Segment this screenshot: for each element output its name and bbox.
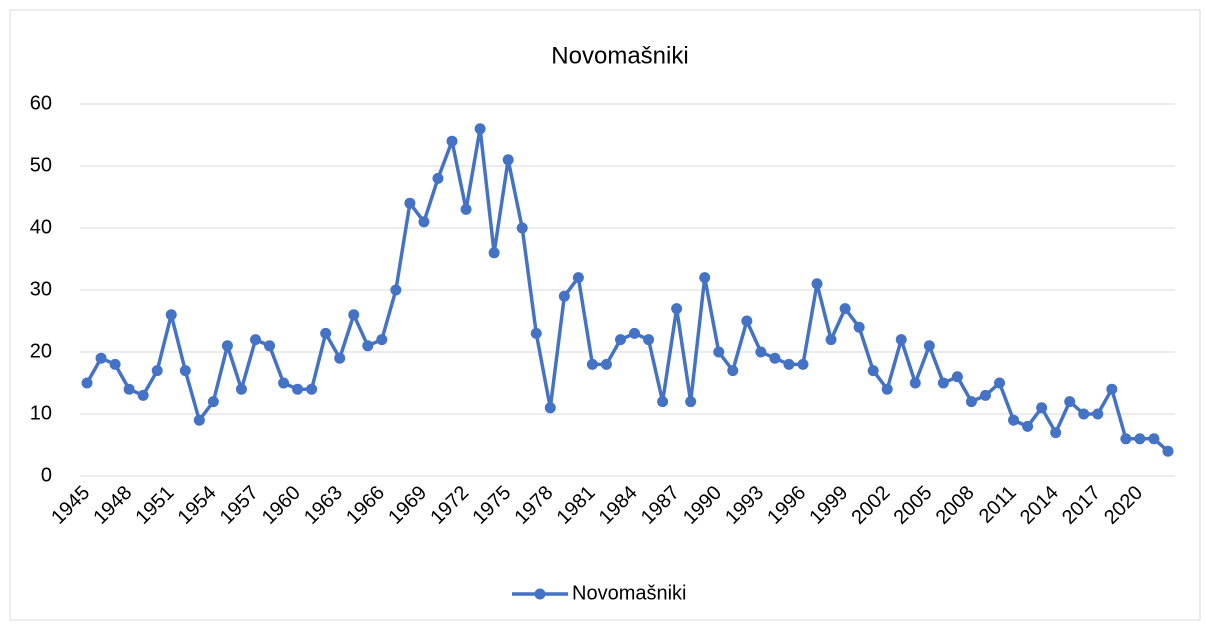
data-point xyxy=(713,346,725,358)
data-point xyxy=(909,377,921,389)
legend-label: Novomašniki xyxy=(572,582,686,604)
data-point xyxy=(572,272,584,284)
data-point xyxy=(95,352,107,364)
data-point xyxy=(699,272,711,284)
data-point xyxy=(1008,414,1020,426)
data-point xyxy=(755,346,767,358)
data-point xyxy=(207,396,219,408)
chart-border xyxy=(9,9,1201,621)
data-point xyxy=(1148,433,1160,445)
data-point xyxy=(418,216,430,228)
data-point xyxy=(600,358,612,370)
data-point xyxy=(404,197,416,209)
data-point xyxy=(1162,445,1174,457)
data-point xyxy=(1064,396,1076,408)
data-point xyxy=(1092,408,1104,420)
data-point xyxy=(123,383,135,395)
data-point xyxy=(446,135,458,147)
data-point xyxy=(1134,433,1146,445)
data-point xyxy=(249,334,261,346)
y-tick-label: 10 xyxy=(30,402,52,424)
data-point xyxy=(306,383,318,395)
data-point xyxy=(994,377,1006,389)
data-point xyxy=(362,340,374,352)
data-point xyxy=(320,327,332,339)
data-point xyxy=(586,358,598,370)
data-point xyxy=(643,334,655,346)
data-point xyxy=(1050,427,1062,439)
data-point xyxy=(502,154,514,166)
data-point xyxy=(221,340,233,352)
data-point xyxy=(671,303,683,315)
data-point xyxy=(937,377,949,389)
data-point xyxy=(516,222,528,234)
data-point xyxy=(558,290,570,302)
data-point xyxy=(292,383,304,395)
y-tick-label: 0 xyxy=(41,464,52,486)
data-point xyxy=(979,389,991,401)
data-point xyxy=(629,327,641,339)
data-point xyxy=(264,340,276,352)
data-point xyxy=(769,352,781,364)
data-point xyxy=(881,383,893,395)
data-point xyxy=(193,414,205,426)
data-point xyxy=(334,352,346,364)
data-point xyxy=(614,334,626,346)
y-tick-label: 60 xyxy=(30,92,52,114)
data-point xyxy=(657,396,669,408)
data-point xyxy=(348,309,360,321)
data-point xyxy=(811,278,823,290)
data-point xyxy=(278,377,290,389)
data-point xyxy=(1106,383,1118,395)
data-point xyxy=(825,334,837,346)
data-point xyxy=(81,377,93,389)
data-point xyxy=(741,315,753,327)
data-point xyxy=(685,396,697,408)
data-point xyxy=(923,340,935,352)
y-tick-label: 40 xyxy=(30,216,52,238)
data-point xyxy=(460,203,472,215)
data-point xyxy=(853,321,865,333)
data-point xyxy=(1036,402,1048,414)
data-point xyxy=(867,365,879,377)
data-point xyxy=(839,303,851,315)
data-point xyxy=(951,371,963,383)
data-point xyxy=(165,309,177,321)
data-point xyxy=(783,358,795,370)
y-tick-label: 50 xyxy=(30,154,52,176)
data-point xyxy=(432,172,444,184)
data-point xyxy=(137,389,149,401)
data-point xyxy=(544,402,556,414)
data-point xyxy=(1120,433,1132,445)
data-point xyxy=(965,396,977,408)
data-point xyxy=(235,383,247,395)
data-point xyxy=(151,365,163,377)
data-point xyxy=(109,358,121,370)
chart-title: Novomašniki xyxy=(551,42,688,69)
data-point xyxy=(390,284,402,296)
data-point xyxy=(727,365,739,377)
data-point xyxy=(797,358,809,370)
data-point xyxy=(376,334,388,346)
data-point xyxy=(179,365,191,377)
data-point xyxy=(1022,420,1034,432)
data-point xyxy=(474,123,486,135)
data-point xyxy=(1078,408,1090,420)
data-point xyxy=(488,247,500,259)
y-tick-label: 20 xyxy=(30,340,52,362)
legend-marker xyxy=(534,588,546,600)
data-point xyxy=(895,334,907,346)
data-point xyxy=(530,327,542,339)
y-tick-label: 30 xyxy=(30,278,52,300)
